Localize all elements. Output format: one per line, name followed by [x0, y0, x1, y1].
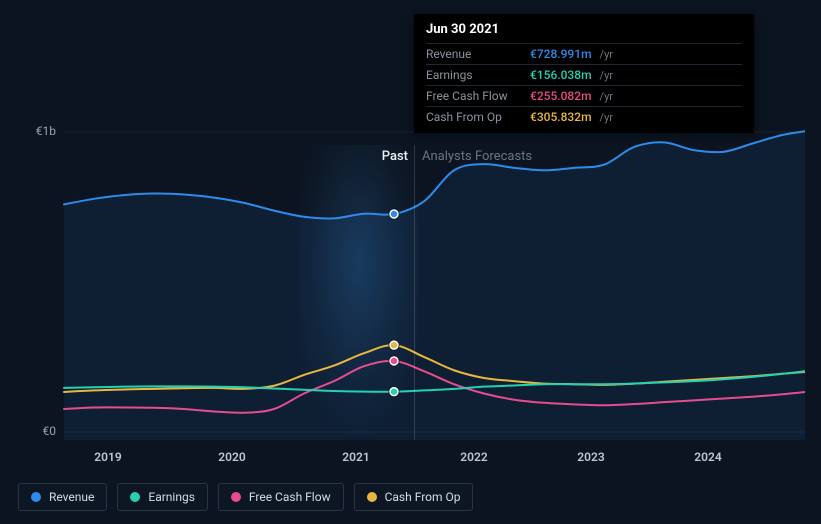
- tooltip-row: Revenue €728.991m/yr: [426, 43, 742, 64]
- tooltip-metric-unit: /yr: [600, 111, 613, 124]
- series-area-revenue: [64, 130, 805, 440]
- tooltip-metric-label: Earnings: [426, 68, 522, 82]
- x-axis-label: 2019: [94, 450, 121, 464]
- hover-marker-cash_from_op: [390, 341, 398, 349]
- tooltip-metric-value: €156.038m: [530, 68, 592, 82]
- forecast-label: Analysts Forecasts: [422, 149, 532, 164]
- financial-chart[interactable]: Past Analysts Forecasts Jun 30 2021 Reve…: [18, 0, 805, 470]
- hover-tooltip: Jun 30 2021 Revenue €728.991m/yr Earnings €…: [414, 14, 754, 133]
- tooltip-metric-label: Revenue: [426, 47, 522, 61]
- x-axis-label: 2024: [694, 450, 721, 464]
- tooltip-metric-value: €728.991m: [530, 47, 592, 61]
- legend-dot-icon: [130, 492, 140, 502]
- tooltip-row: Cash From Op €305.832m/yr: [426, 106, 742, 127]
- tooltip-metric-unit: /yr: [600, 69, 613, 82]
- legend-item-cash_from_op[interactable]: Cash From Op: [354, 483, 474, 511]
- legend-dot-icon: [31, 492, 41, 502]
- tooltip-metric-label: Free Cash Flow: [426, 89, 522, 103]
- legend-dot-icon: [231, 492, 241, 502]
- chart-legend: Revenue Earnings Free Cash Flow Cash From O…: [18, 483, 473, 511]
- tooltip-metric-value: €255.082m: [530, 89, 592, 103]
- tooltip-metric-label: Cash From Op: [426, 110, 522, 124]
- legend-item-free_cash_flow[interactable]: Free Cash Flow: [218, 483, 344, 511]
- tooltip-date: Jun 30 2021: [426, 22, 742, 37]
- legend-item-earnings[interactable]: Earnings: [117, 483, 208, 511]
- legend-label: Free Cash Flow: [249, 490, 331, 504]
- legend-label: Cash From Op: [385, 490, 461, 504]
- tooltip-row: Free Cash Flow €255.082m/yr: [426, 85, 742, 106]
- tooltip-metric-value: €305.832m: [530, 110, 592, 124]
- legend-item-revenue[interactable]: Revenue: [18, 483, 107, 511]
- x-axis-label: 2021: [342, 450, 369, 464]
- y-axis-label: €0: [43, 424, 57, 438]
- tooltip-metric-unit: /yr: [600, 48, 613, 61]
- x-axis-label: 2023: [577, 450, 604, 464]
- legend-label: Revenue: [49, 490, 94, 504]
- tooltip-metric-unit: /yr: [600, 90, 613, 103]
- y-axis-label: €1b: [36, 124, 56, 138]
- past-forecast-divider: [414, 145, 415, 440]
- legend-label: Earnings: [148, 490, 195, 504]
- past-label: Past: [382, 149, 408, 164]
- legend-dot-icon: [367, 492, 377, 502]
- x-axis-label: 2020: [218, 450, 245, 464]
- x-axis-label: 2022: [460, 450, 487, 464]
- hover-marker-revenue: [390, 210, 398, 218]
- hover-marker-earnings: [390, 388, 398, 396]
- hover-marker-free_cash_flow: [390, 357, 398, 365]
- tooltip-row: Earnings €156.038m/yr: [426, 64, 742, 85]
